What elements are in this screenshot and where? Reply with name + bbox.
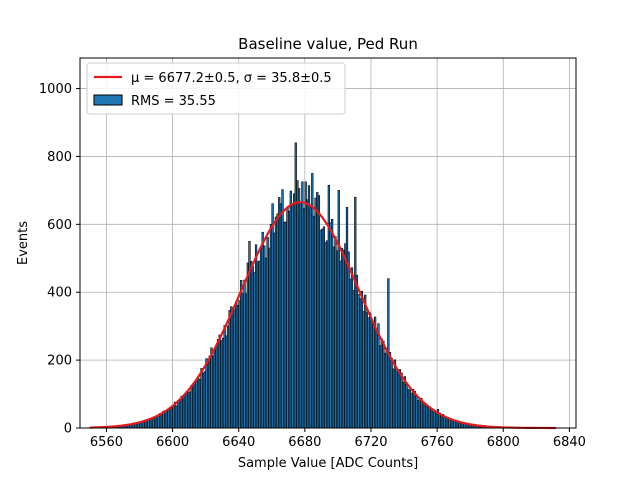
y-tick-label: 600 xyxy=(47,218,72,233)
legend-box xyxy=(86,62,346,115)
y-tick-label: 1000 xyxy=(39,82,72,97)
plot-frame xyxy=(79,57,577,429)
legend: μ = 6677.2±0.5, σ = 35.8±0.5 RMS = 35.55 xyxy=(86,62,346,115)
y-tick-label: 200 xyxy=(47,354,72,369)
x-tick-label: 6720 xyxy=(354,435,387,450)
y-tick-label: 400 xyxy=(47,286,72,301)
x-tick-label: 6760 xyxy=(421,435,454,450)
fit-curve xyxy=(89,201,557,430)
y-tick-label: 800 xyxy=(47,150,72,165)
x-tick-label: 6800 xyxy=(487,435,520,450)
legend-histogram-swatch xyxy=(93,94,123,106)
histogram-bars xyxy=(89,142,516,429)
chart-title: Baseline value, Ped Run xyxy=(238,35,418,53)
x-tick-label: 6680 xyxy=(288,435,321,450)
y-axis-title: Events xyxy=(16,221,31,265)
x-axis-title: Sample Value [ADC Counts] xyxy=(238,456,418,471)
x-tick-label: 6640 xyxy=(222,435,255,450)
x-tick-label: 6560 xyxy=(90,435,123,450)
axis-ticks: 6560 6600 6640 6680 6720 6760 6800 6840 0 200 400 6… xyxy=(39,82,586,450)
x-tick-label: 6600 xyxy=(156,435,189,450)
x-tick-label: 6840 xyxy=(553,435,586,450)
legend-histogram-label: RMS = 35.55 xyxy=(131,94,216,109)
legend-fit-label: μ = 6677.2±0.5, σ = 35.8±0.5 xyxy=(131,71,332,86)
y-tick-label: 0 xyxy=(64,422,72,437)
